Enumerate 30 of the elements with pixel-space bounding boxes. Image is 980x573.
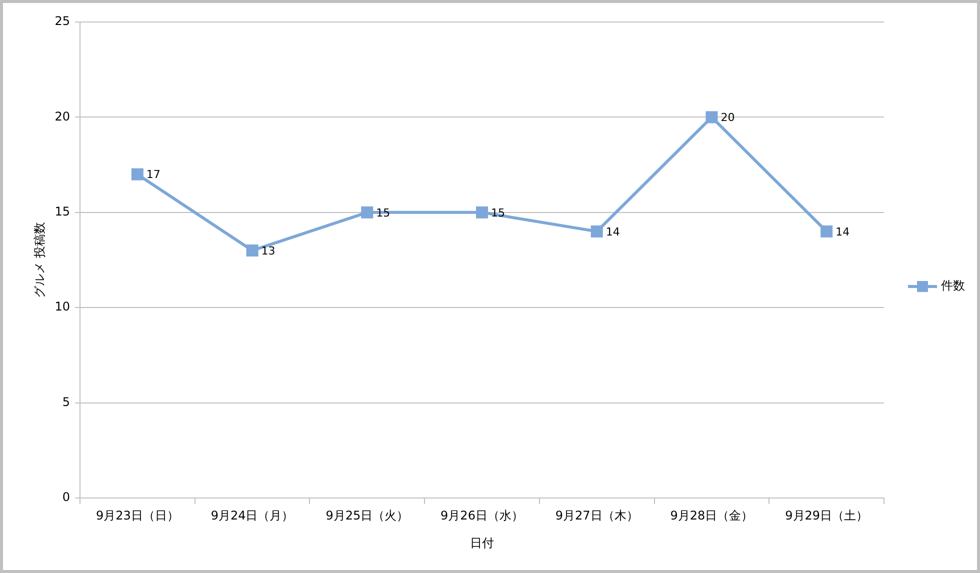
data-label: 15 xyxy=(491,206,505,220)
y-tick-label: 5 xyxy=(62,394,70,409)
point xyxy=(476,206,488,218)
x-tick-label: 9月24日（月） xyxy=(210,508,294,522)
x-tick-label: 9月28日（金） xyxy=(670,508,754,522)
point xyxy=(246,244,258,256)
legend-label: 件数 xyxy=(941,278,965,293)
x-tick-label: 9月23日（日） xyxy=(96,508,179,522)
data-label: 13 xyxy=(261,244,276,258)
y-tick-label: 0 xyxy=(62,490,70,504)
data-label: 14 xyxy=(606,225,620,238)
data-label: 14 xyxy=(836,225,850,238)
point xyxy=(590,225,603,238)
x-tick-label: 9月26日（水） xyxy=(440,508,524,522)
y-axis-title: グルメ 投稿数 xyxy=(32,222,46,298)
point xyxy=(131,168,144,180)
y-tick-label: 20 xyxy=(54,109,70,124)
x-axis-title: 日付 xyxy=(470,536,494,550)
point xyxy=(706,111,718,124)
x-tick-label: 9月25日（火） xyxy=(326,508,409,522)
y-tick-label: 15 xyxy=(54,204,70,219)
data-label: 17 xyxy=(146,168,160,182)
x-tick-label: 9月27日（木） xyxy=(555,508,638,522)
point xyxy=(820,225,833,238)
y-tick-label: 25 xyxy=(54,14,70,28)
x-tick-label: 9月29日（土） xyxy=(785,508,868,522)
data-label: 15 xyxy=(376,206,390,220)
y-tick-label: 10 xyxy=(54,300,70,314)
point xyxy=(361,206,374,218)
data-label: 20 xyxy=(720,111,735,124)
